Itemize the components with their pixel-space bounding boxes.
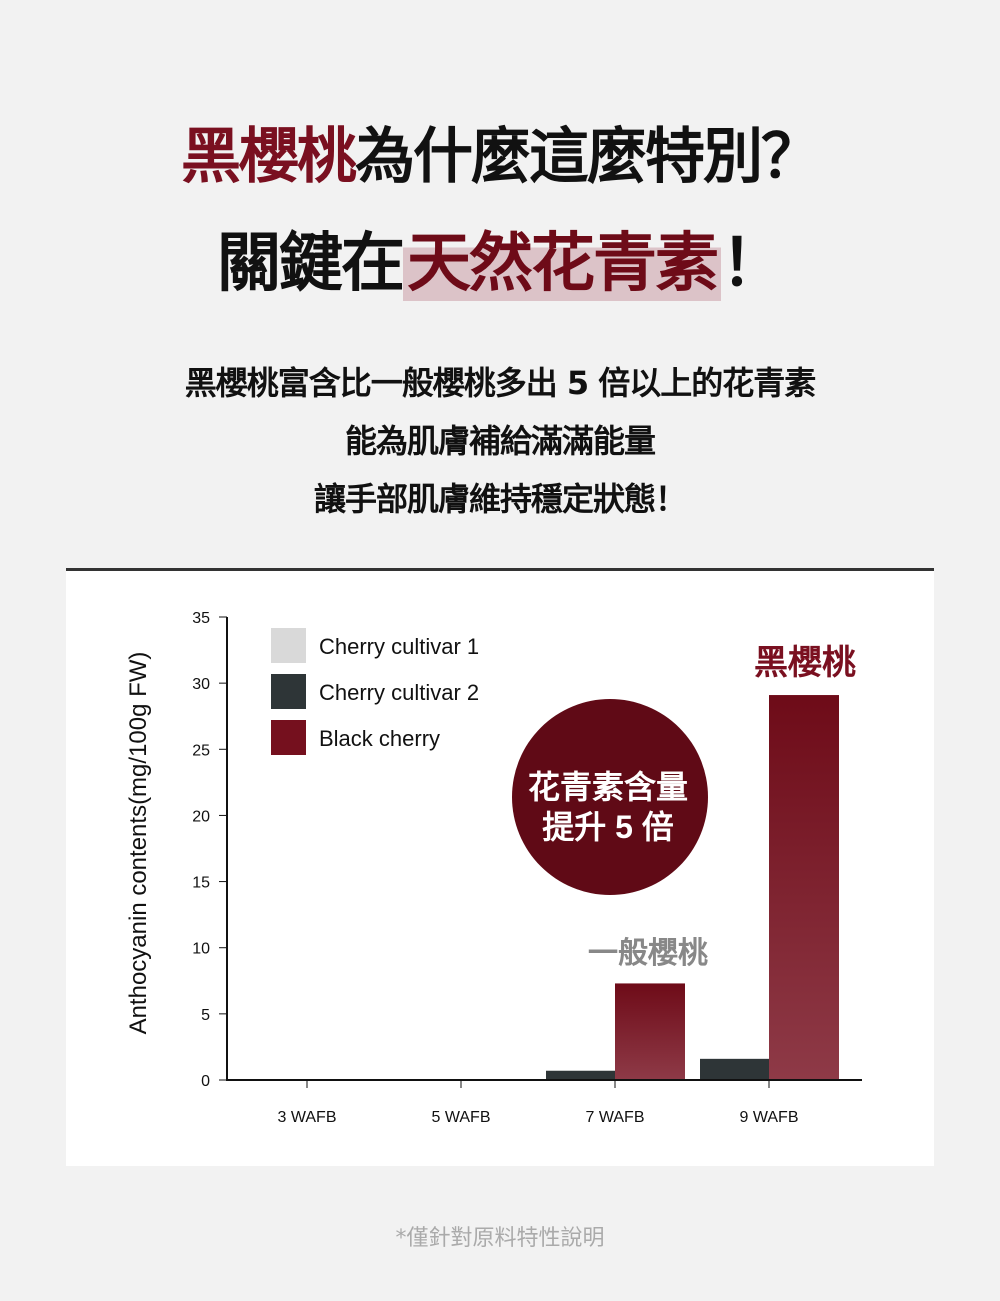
headline-line1: 黑櫻桃為什麼這麼特別？ xyxy=(0,108,1000,195)
x-tick-label: 7 WAFB xyxy=(586,1109,645,1126)
bar-cherry-cultivar-2 xyxy=(546,1070,616,1080)
legend-swatch xyxy=(271,720,306,755)
body-line-3: 讓手部肌膚維持穩定狀態！ xyxy=(313,480,687,518)
headline-line2: 關鍵在天然花青素！ xyxy=(0,212,1000,304)
legend-swatch xyxy=(271,628,306,663)
legend-label: Black cherry xyxy=(319,726,440,751)
headline-pre: 關鍵在 xyxy=(217,227,405,301)
y-tick-label: 0 xyxy=(201,1073,210,1090)
y-tick-label: 30 xyxy=(192,676,210,693)
y-tick-label: 15 xyxy=(192,875,210,892)
y-tick-label: 35 xyxy=(192,610,210,627)
headline-highlight-2: 天然花青素 xyxy=(403,227,721,301)
y-tick-label: 25 xyxy=(192,742,210,759)
annotation-black-cherry: 黑櫻桃 xyxy=(754,644,856,682)
headline-highlight: 黑櫻桃 xyxy=(181,122,357,192)
y-axis-label: Anthocyanin contents(mg/100g FW) xyxy=(125,652,152,1035)
y-tick-label: 20 xyxy=(192,808,210,825)
bar-black-cherry xyxy=(769,695,839,1080)
callout-circle xyxy=(512,699,708,895)
body-line-2: 能為肌膚補給滿滿能量 xyxy=(344,422,656,460)
callout-line2: 提升 5 倍 xyxy=(542,809,674,845)
headline-post: ！ xyxy=(721,227,785,301)
body-line-1: 黑櫻桃富含比一般櫻桃多出 5 倍以上的花青素 xyxy=(184,364,817,402)
x-tick-label: 9 WAFB xyxy=(740,1109,799,1126)
legend-swatch xyxy=(271,674,306,709)
y-tick-label: 5 xyxy=(201,1007,210,1024)
x-tick-label: 3 WAFB xyxy=(278,1109,337,1126)
y-tick-label: 10 xyxy=(192,941,210,958)
legend-label: Cherry cultivar 2 xyxy=(319,680,479,705)
footnote: *僅針對原料特性說明 xyxy=(395,1226,605,1251)
bar-cherry-cultivar-2 xyxy=(700,1058,770,1080)
headline-rest: 為什麼這麼特別？ xyxy=(355,122,821,192)
legend-label: Cherry cultivar 1 xyxy=(319,634,479,659)
callout-line1: 花青素含量 xyxy=(528,769,688,805)
bar-black-cherry xyxy=(615,983,685,1080)
x-tick-label: 5 WAFB xyxy=(432,1109,491,1126)
annotation-regular-cherry: 一般櫻桃 xyxy=(588,937,708,970)
